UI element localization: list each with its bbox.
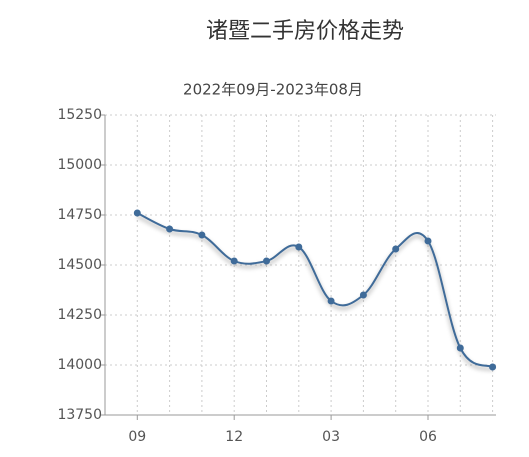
y-tick-label: 15250 [57, 107, 102, 123]
x-tick-label: 09 [128, 429, 146, 445]
y-tick-label: 15000 [57, 157, 102, 173]
y-tick-label: 14000 [57, 357, 102, 373]
y-tick-label: 14500 [57, 257, 102, 273]
point [166, 225, 174, 233]
point [198, 231, 206, 239]
x-tick-label: 03 [322, 429, 340, 445]
point [295, 243, 303, 251]
y-tick-label: 14250 [57, 307, 102, 323]
point [392, 245, 400, 253]
point [456, 344, 464, 352]
y-tick-label: 13750 [57, 407, 102, 423]
point [263, 257, 270, 265]
x-tick-label: 12 [225, 429, 243, 445]
point [327, 297, 335, 305]
x-tick-label: 06 [419, 429, 437, 445]
chart-title: 诸暨二手房价格走势 [206, 19, 404, 44]
line-shadow [136, 214, 494, 372]
point [230, 257, 238, 265]
point [359, 291, 367, 299]
chart-subtitle: 2022年09月-2023年08月 [183, 81, 363, 99]
point [133, 209, 141, 217]
y-tick-label: 14750 [57, 207, 102, 223]
point [424, 237, 432, 245]
point [489, 363, 497, 371]
